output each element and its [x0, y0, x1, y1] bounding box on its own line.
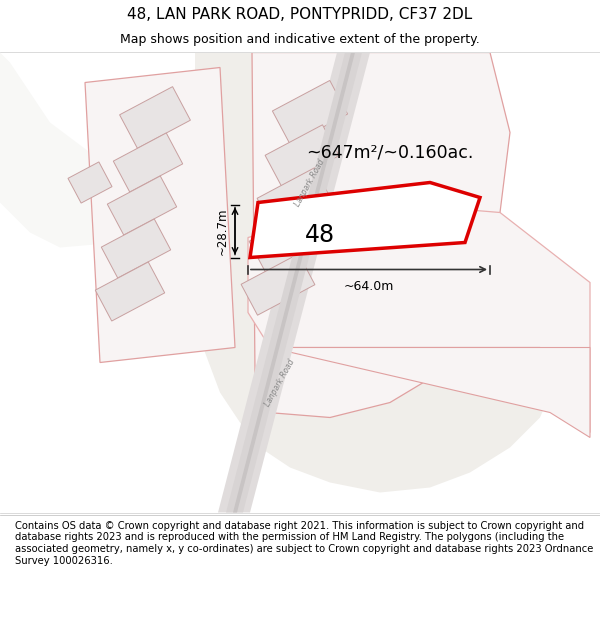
Polygon shape: [248, 202, 590, 432]
Polygon shape: [249, 211, 323, 272]
Polygon shape: [265, 125, 339, 186]
Polygon shape: [233, 52, 355, 512]
Text: ~647m²/~0.160ac.: ~647m²/~0.160ac.: [307, 144, 473, 161]
Polygon shape: [241, 254, 315, 315]
Text: Map shows position and indicative extent of the property.: Map shows position and indicative extent…: [120, 32, 480, 46]
Polygon shape: [85, 68, 235, 362]
Text: Lanpark Road: Lanpark Road: [293, 158, 326, 208]
Polygon shape: [107, 176, 177, 235]
Polygon shape: [218, 52, 370, 512]
Polygon shape: [95, 262, 165, 321]
Text: ~64.0m: ~64.0m: [344, 279, 394, 292]
Polygon shape: [90, 98, 222, 158]
Polygon shape: [119, 87, 190, 148]
Polygon shape: [68, 162, 112, 203]
Polygon shape: [250, 182, 480, 258]
Text: Lanpark Road: Lanpark Road: [263, 357, 296, 408]
Polygon shape: [272, 81, 347, 144]
Polygon shape: [252, 52, 510, 418]
Polygon shape: [101, 219, 171, 278]
Text: Contains OS data © Crown copyright and database right 2021. This information is : Contains OS data © Crown copyright and d…: [15, 521, 593, 566]
Text: 48: 48: [305, 222, 335, 246]
Polygon shape: [270, 348, 590, 438]
Polygon shape: [257, 168, 331, 229]
Polygon shape: [180, 52, 560, 493]
Polygon shape: [113, 133, 183, 192]
Polygon shape: [226, 52, 362, 512]
Text: 48, LAN PARK ROAD, PONTYPRIDD, CF37 2DL: 48, LAN PARK ROAD, PONTYPRIDD, CF37 2DL: [127, 7, 473, 22]
Polygon shape: [0, 52, 130, 248]
Text: ~28.7m: ~28.7m: [216, 208, 229, 255]
